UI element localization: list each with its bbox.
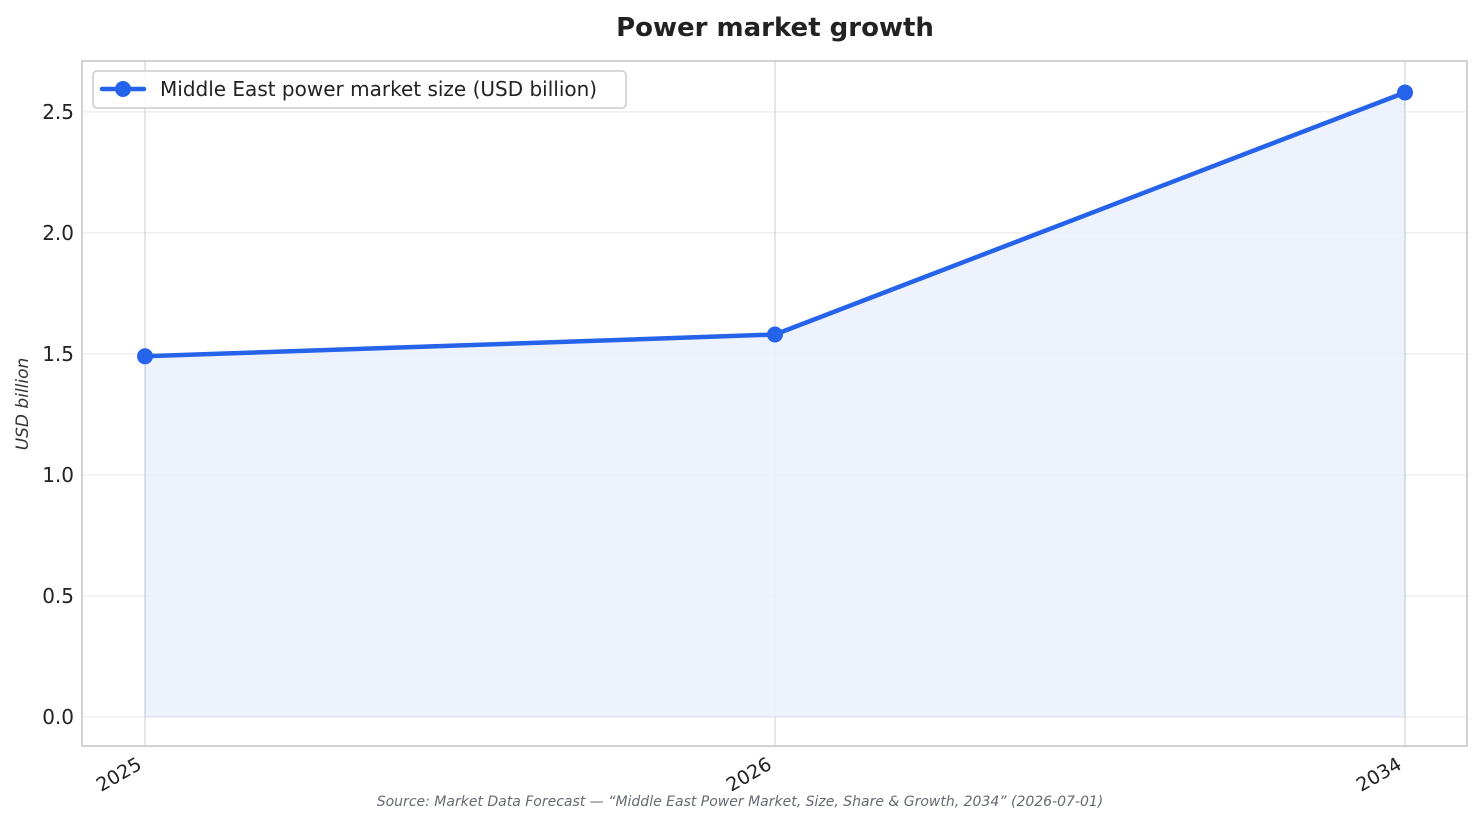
- legend-marker: [115, 81, 131, 97]
- y-tick-label: 0.5: [42, 584, 74, 608]
- source-note: Source: Market Data Forecast — “Middle E…: [377, 794, 1104, 810]
- chart-title: Power market growth: [616, 13, 934, 43]
- legend-label: Middle East power market size (USD billi…: [160, 77, 597, 101]
- legend-box: [92, 70, 627, 109]
- data-point-2026: [767, 326, 783, 343]
- plot-frame: [81, 60, 1468, 747]
- data-point-2034: [1397, 84, 1413, 101]
- legend: Middle East power market size (USD billi…: [92, 70, 627, 109]
- y-tick-label: 1.5: [42, 342, 74, 366]
- y-tick-label: 1.0: [42, 463, 74, 487]
- data-point-2025: [137, 348, 153, 365]
- y-tick-label: 2.0: [42, 221, 74, 245]
- y-tick-label: 0.0: [42, 705, 74, 729]
- y-axis-label: USD billion: [13, 358, 33, 451]
- y-tick-label: 2.5: [42, 100, 74, 124]
- area-fill: [145, 92, 1405, 717]
